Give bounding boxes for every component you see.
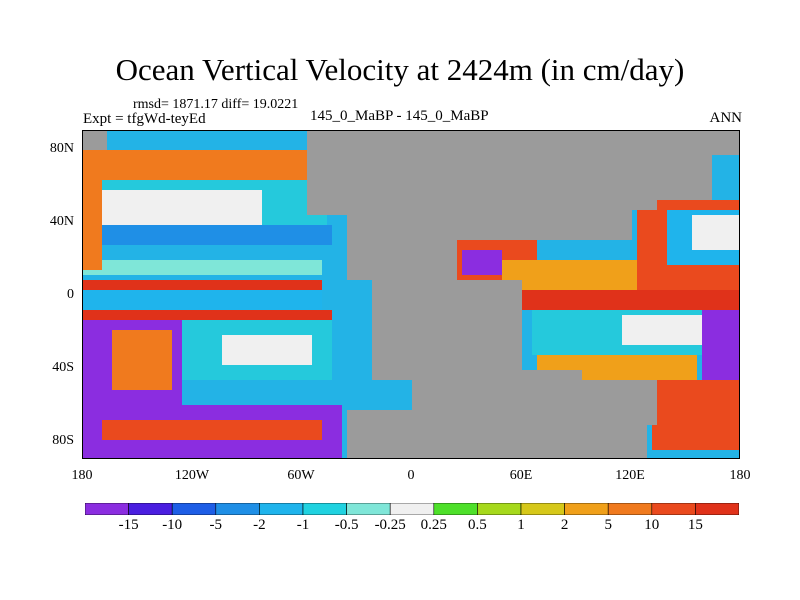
ocean-field-band: [82, 280, 322, 290]
colorbar-label: -1: [296, 517, 310, 533]
colorbar-swatch: [389, 503, 435, 515]
land-mass: [567, 380, 657, 425]
colorbar-swatch: [607, 503, 653, 515]
lon-label: 60E: [509, 468, 533, 483]
colorbar-swatch: [695, 503, 739, 515]
stats-line: rmsd= 1871.17 diff= 19.0221: [133, 97, 299, 112]
lon-label: 0: [407, 468, 415, 483]
comparison-label: 145_0_MaBP - 145_0_MaBP: [310, 108, 489, 124]
ocean-field-band: [112, 330, 172, 390]
colorbar-swatch: [171, 503, 217, 515]
colorbar: [85, 503, 739, 515]
lat-label: 40N: [49, 214, 74, 229]
lon-label: 120E: [615, 468, 645, 483]
colorbar-swatch: [128, 503, 173, 515]
colorbar-label: -10: [162, 517, 183, 533]
colorbar-label: 5: [604, 517, 612, 533]
colorbar-swatch: [651, 503, 696, 515]
land-mass: [82, 130, 107, 150]
ocean-field-band: [82, 150, 332, 180]
colorbar-swatch: [259, 503, 304, 515]
colorbar-swatch: [520, 503, 565, 515]
colorbar-swatch: [477, 503, 522, 515]
ocean-field-band: [82, 260, 322, 275]
ocean-field-band: [82, 225, 332, 245]
colorbar-swatch: [433, 503, 478, 515]
colorbar-swatch: [564, 503, 609, 515]
colorbar-label: 0.25: [420, 517, 447, 533]
colorbar-swatch: [215, 503, 260, 515]
ocean-field-band: [652, 380, 740, 450]
experiment-label: Expt = tfgWd-teyEd: [83, 111, 206, 127]
colorbar-label: 10: [644, 517, 660, 533]
lat-label: 0: [67, 287, 74, 302]
ocean-field-band: [92, 190, 262, 225]
lon-label: 120W: [174, 468, 210, 483]
colorbar-label: -5: [209, 517, 223, 533]
land-mass: [502, 130, 602, 220]
colorbar-label: -15: [118, 517, 139, 533]
colorbar-swatch: [302, 503, 347, 515]
colorbar-label: 2: [560, 517, 569, 533]
lon-label: 60W: [287, 468, 315, 483]
colorbar-label: 1: [517, 517, 525, 533]
colorbar-label: 0.5: [468, 517, 487, 533]
map-frame: [82, 130, 740, 459]
ocean-field-band: [502, 260, 642, 290]
colorbar-label: -0.5: [334, 517, 359, 533]
ocean-field-band: [692, 215, 740, 250]
colorbar-label: 15: [687, 517, 703, 533]
lon-label: 180: [71, 468, 93, 483]
colorbar-label: -2: [253, 517, 266, 533]
lon-label: 180: [729, 468, 751, 483]
lat-label: 40S: [52, 360, 74, 375]
ocean-field-band: [102, 420, 322, 440]
ocean-field-band: [82, 310, 332, 320]
season-label: ANN: [709, 110, 743, 126]
land-mass: [592, 130, 712, 200]
land-mass: [372, 280, 522, 380]
lat-label: 80S: [52, 433, 74, 448]
colorbar-label: -0.25: [374, 517, 406, 533]
ocean-field-band: [82, 290, 322, 310]
ocean-field-band: [502, 290, 740, 310]
colorbar-swatch: [85, 503, 129, 515]
ocean-field-band: [222, 335, 312, 365]
lat-label: 80N: [49, 141, 74, 156]
velocity-map: [82, 130, 740, 459]
ocean-field-band: [462, 250, 502, 275]
ocean-field-band: [82, 160, 102, 270]
colorbar-swatch: [346, 503, 391, 515]
land-mass: [347, 210, 457, 280]
plot-title: Ocean Vertical Velocity at 2424m (in cm/…: [115, 52, 685, 87]
